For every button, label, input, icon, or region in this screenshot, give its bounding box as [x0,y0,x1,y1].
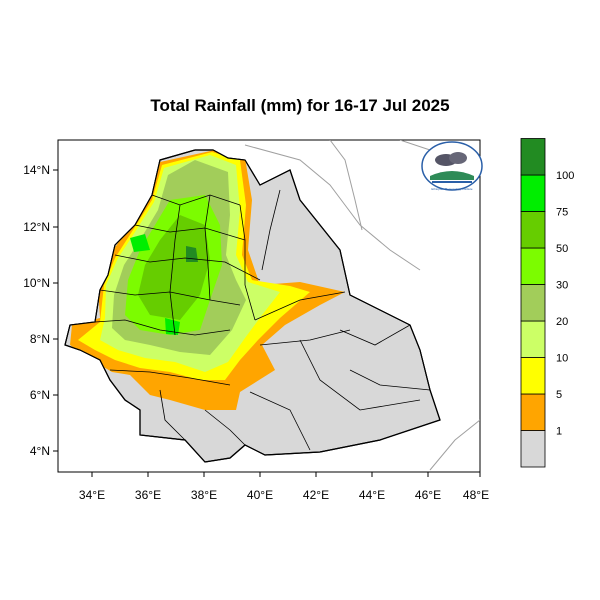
y-tick-label: 6°N [30,388,50,402]
x-axis [91,472,481,477]
legend-swatch [520,357,546,395]
y-tick-label: 4°N [30,444,50,458]
legend-swatch [520,138,546,176]
ethiopia-outline [64,149,441,463]
x-tick-label: 48°E [463,488,489,502]
x-tick-label: 44°E [359,488,385,502]
y-axis [53,169,58,452]
rain-zone-50-75 [138,215,210,320]
x-tick-label: 34°E [79,488,105,502]
legend-label: 5 [556,389,562,401]
legend-label: 50 [556,243,568,255]
admin-borders [94,189,431,451]
legend-swatch [520,320,546,358]
legend-swatch [520,247,546,285]
x-tick-label: 36°E [135,488,161,502]
x-tick-label: 40°E [247,488,273,502]
legend-swatch [520,430,546,468]
logo-caption: Ethiopian Meteorology Institute [431,187,473,191]
x-tick-label: 42°E [303,488,329,502]
legend-label: 30 [556,280,568,292]
legend-label: 1 [556,426,562,438]
map-title: Total Rainfall (mm) for 16-17 Jul 2025 [150,96,450,115]
y-tick-label: 14°N [23,163,50,177]
institute-logo: Ethiopian Meteorology Institute [421,141,483,191]
legend-label: 20 [556,316,568,328]
legend-swatch [520,393,546,431]
color-legend: 1 5 10 20 30 50 75 100 [520,138,574,468]
legend-swatch [520,284,546,322]
y-tick-label: 10°N [23,276,50,290]
x-tick-label: 38°E [191,488,217,502]
y-tick-label: 12°N [23,220,50,234]
legend-label: 10 [556,353,568,365]
legend-swatch [520,211,546,249]
y-tick-label: 8°N [30,332,50,346]
legend-swatch [520,174,546,212]
x-tick-label: 46°E [415,488,441,502]
legend-label: 75 [556,207,568,219]
legend-label: 100 [556,170,574,182]
rain-zone-75-100 [130,234,180,335]
